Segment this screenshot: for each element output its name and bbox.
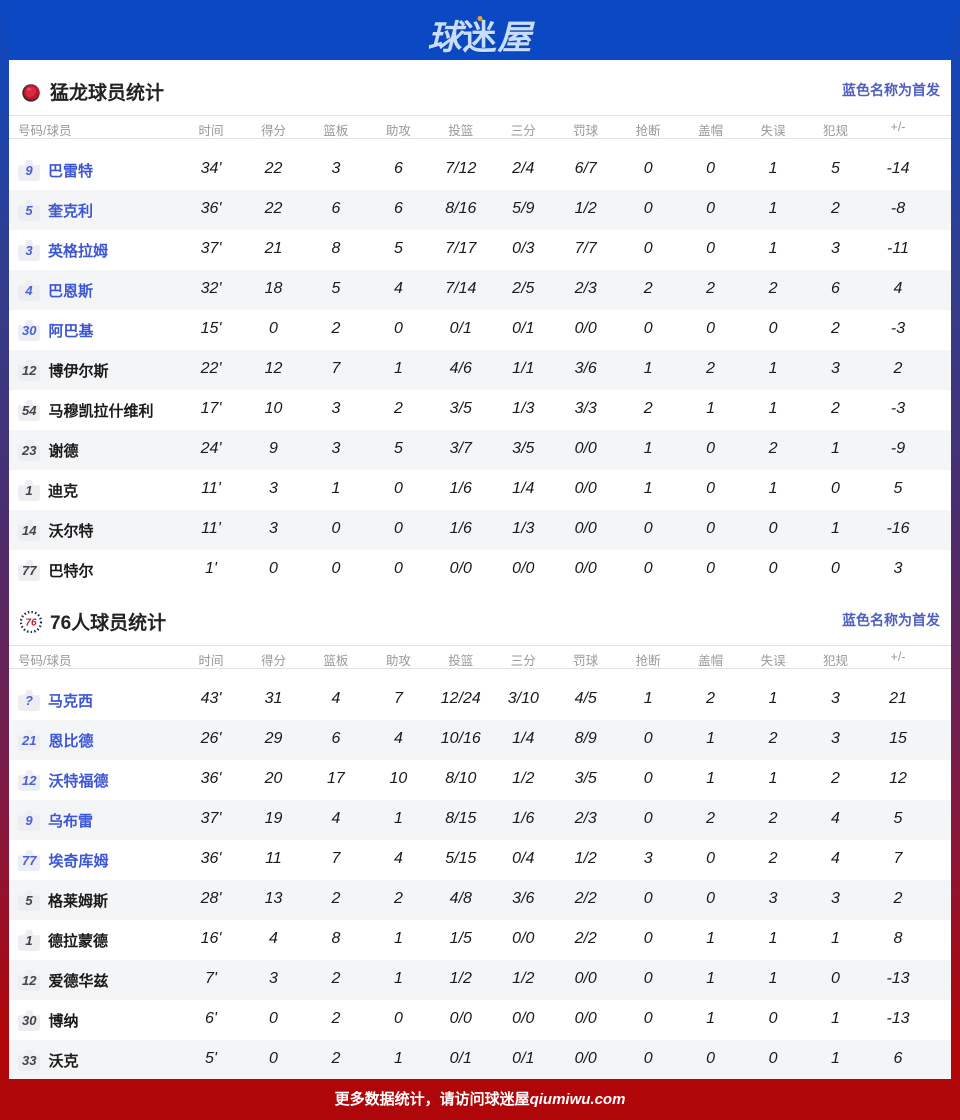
svg-text:76: 76	[25, 617, 37, 628]
